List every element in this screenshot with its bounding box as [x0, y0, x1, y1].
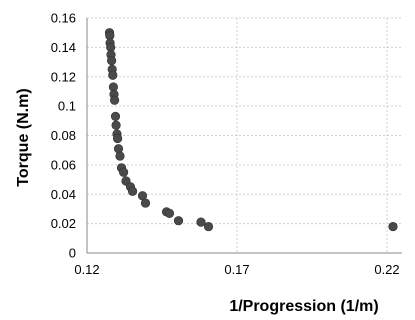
data-point: [118, 167, 129, 177]
data-point: [112, 133, 123, 144]
data-point: [109, 95, 120, 105]
y-axis-title: Torque (N.m): [15, 88, 32, 186]
x-tick-label: 0.22: [374, 262, 399, 277]
y-tick-label: 0.02: [51, 216, 76, 231]
data-point: [111, 120, 121, 130]
y-tick-label: 0.12: [51, 69, 76, 84]
grid-lines: [87, 17, 402, 253]
data-point: [140, 198, 151, 208]
data-point: [196, 217, 206, 227]
data-point: [115, 151, 125, 161]
data-point: [110, 111, 121, 122]
data-point: [128, 186, 138, 196]
y-tick-label: 0: [69, 246, 76, 261]
data-point: [106, 55, 117, 66]
x-tick-labels: 0.12 0.17 0.22: [74, 262, 399, 277]
axes: [86, 18, 402, 254]
data-point: [164, 208, 175, 218]
y-tick-labels: 0 0.02 0.04 0.06 0.08 0.1 0.12 0.14 0.16: [51, 11, 76, 261]
y-tick-label: 0.06: [51, 157, 76, 172]
data-point: [388, 221, 398, 232]
x-tick-label: 0.12: [74, 262, 99, 277]
data-points: [104, 28, 398, 232]
x-tick-label: 0.17: [224, 262, 249, 277]
x-axis-title: 1/Progression (1/m): [229, 298, 378, 315]
data-point: [203, 221, 214, 232]
y-tick-label: 0.14: [51, 40, 76, 55]
y-tick-label: 0.04: [51, 187, 76, 202]
y-tick-label: 0.16: [51, 11, 76, 26]
data-point: [108, 70, 118, 80]
data-point: [173, 216, 184, 226]
y-tick-label: 0.08: [51, 128, 76, 143]
y-tick-label: 0.1: [58, 99, 76, 114]
